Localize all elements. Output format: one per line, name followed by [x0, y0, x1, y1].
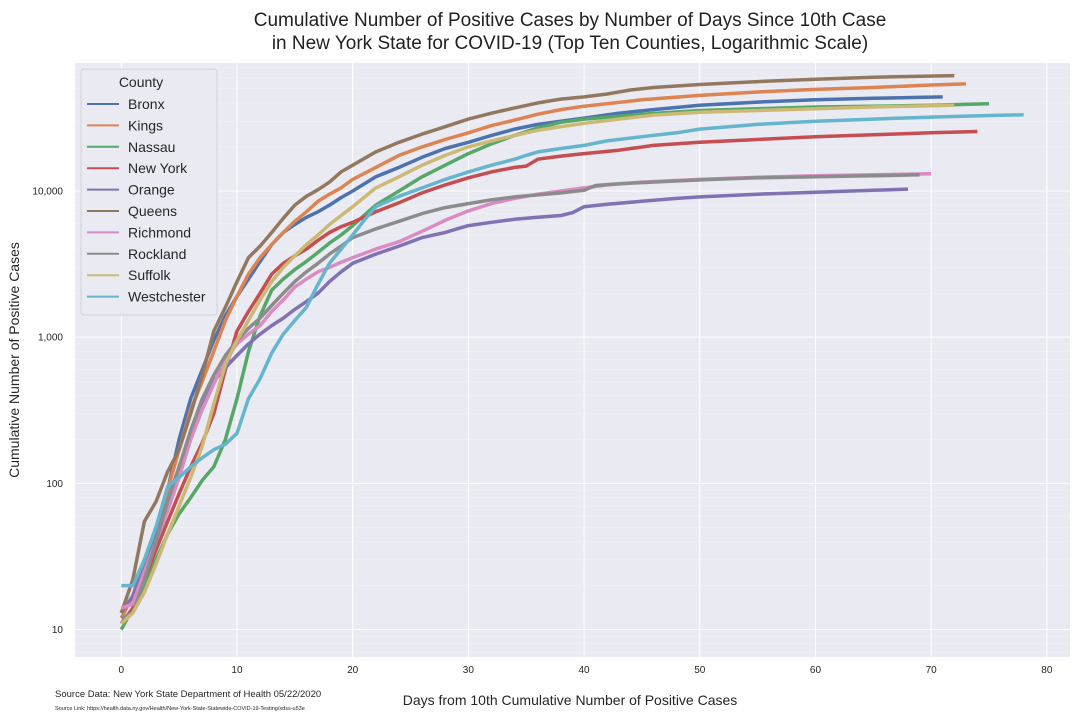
legend-label-bronx: Bronx	[128, 96, 165, 112]
x-axis-label: Days from 10th Cumulative Number of Posi…	[402, 692, 738, 708]
source-link-note: Source Link: https://health.data.ny.gov/…	[55, 706, 305, 712]
x-tick-label: 30	[463, 665, 475, 676]
series-line-rockland	[120, 173, 920, 620]
y-tick-label: 100	[46, 479, 63, 490]
series-line-westchester	[121, 113, 1024, 588]
legend-label-suffolk: Suffolk	[128, 267, 172, 283]
source-data-note: Source Data: New York State Department o…	[55, 689, 322, 700]
x-tick-label: 10	[231, 665, 243, 676]
legend-label-queens: Queens	[128, 203, 177, 219]
series-line-nassau	[119, 101, 990, 631]
legend-label-rockland: Rockland	[128, 246, 186, 262]
legend-label-kings: Kings	[128, 117, 163, 133]
legend-title: County	[119, 74, 163, 90]
x-tick-label: 70	[926, 665, 938, 676]
series-line-new-york	[119, 129, 978, 625]
series-line-bronx	[119, 95, 943, 625]
x-tick-label: 40	[579, 665, 591, 676]
y-tick-label: 10,000	[32, 186, 63, 197]
y-tick-label: 10	[52, 625, 64, 636]
legend-label-richmond: Richmond	[128, 224, 191, 240]
legend-label-new-york: New York	[128, 160, 188, 176]
legend-label-westchester: Westchester	[128, 289, 206, 305]
y-axis-label-text: Cumulative Number of Positive Cases	[6, 242, 22, 478]
series-line-suffolk	[120, 103, 955, 625]
x-tick-label: 20	[347, 665, 359, 676]
x-tick-label: 80	[1041, 665, 1053, 676]
x-tick-label: 0	[118, 665, 124, 676]
series-line-queens	[119, 73, 955, 614]
chart-title-line-1: Cumulative Number of Positive Cases by N…	[253, 10, 887, 31]
legend-label-nassau: Nassau	[128, 139, 175, 155]
x-tick-label: 50	[694, 665, 706, 676]
x-tick-label: 60	[810, 665, 822, 676]
legend-label-orange: Orange	[128, 182, 175, 198]
chart-title-line-2: in New York State for COVID-19 (Top Ten …	[271, 33, 869, 54]
y-tick-label: 1,000	[38, 333, 63, 344]
y-axis-label: Cumulative Number of Positive Cases	[6, 124, 22, 478]
